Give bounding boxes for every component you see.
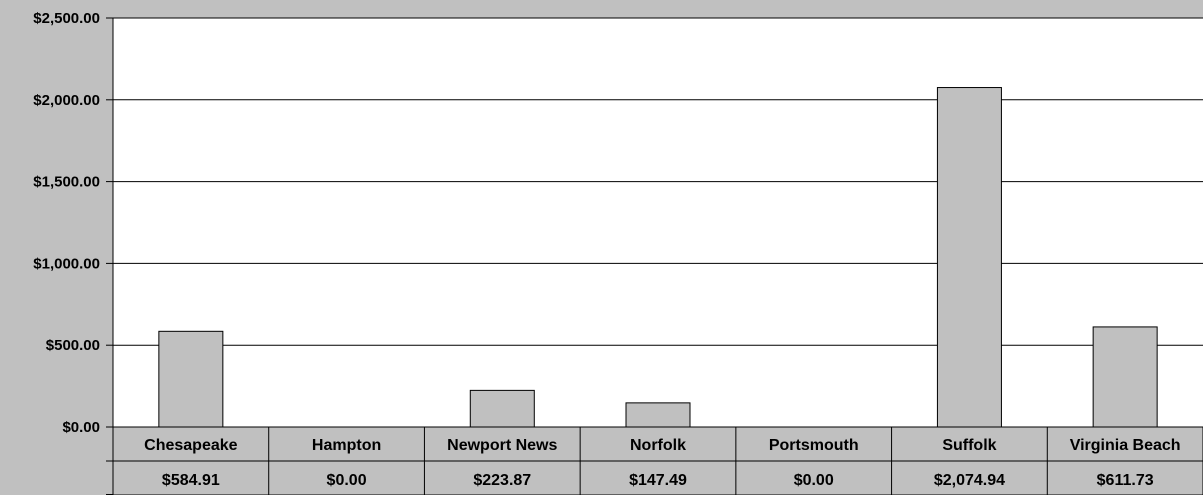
bar-suffolk	[936, 87, 1002, 428]
bars	[158, 87, 1158, 428]
value-label: $0.00	[794, 472, 834, 489]
category-label: Newport News	[447, 437, 557, 454]
data-table: Chesapeake $584.91 Hampton $0.00 Newport New…	[106, 426, 1203, 495]
bar-newport-news	[469, 389, 535, 428]
category-label: Portsmouth	[769, 437, 859, 454]
value-label: $611.73	[1097, 472, 1154, 489]
bar-norfolk	[625, 402, 691, 428]
category-label: Suffolk	[942, 437, 996, 454]
value-label: $584.91	[162, 472, 220, 489]
y-tick-label: $1,000.00	[33, 255, 100, 272]
y-tick-label: $1,500.00	[33, 174, 100, 191]
value-label: $0.00	[327, 472, 367, 489]
y-tick-label: $2,500.00	[33, 10, 100, 27]
plot-area	[113, 17, 1203, 427]
y-axis: $0.00 $500.00 $1,000.00 $1,500.00 $2,000.00 $…	[33, 10, 114, 495]
category-label: Norfolk	[630, 437, 686, 454]
category-label: Virginia Beach	[1070, 437, 1181, 454]
value-label: $147.49	[629, 472, 687, 489]
bar-chesapeake	[158, 330, 224, 428]
y-tick-label: $0.00	[62, 419, 100, 436]
category-label: Chesapeake	[144, 437, 237, 454]
value-label: $2,074.94	[934, 472, 1005, 489]
y-tick-label: $2,000.00	[33, 92, 100, 109]
plot-background	[113, 18, 1203, 427]
bar-virginia-beach	[1092, 326, 1158, 428]
category-label: Hampton	[312, 437, 381, 454]
value-label: $223.87	[473, 472, 531, 489]
y-tick-label: $500.00	[46, 337, 100, 354]
